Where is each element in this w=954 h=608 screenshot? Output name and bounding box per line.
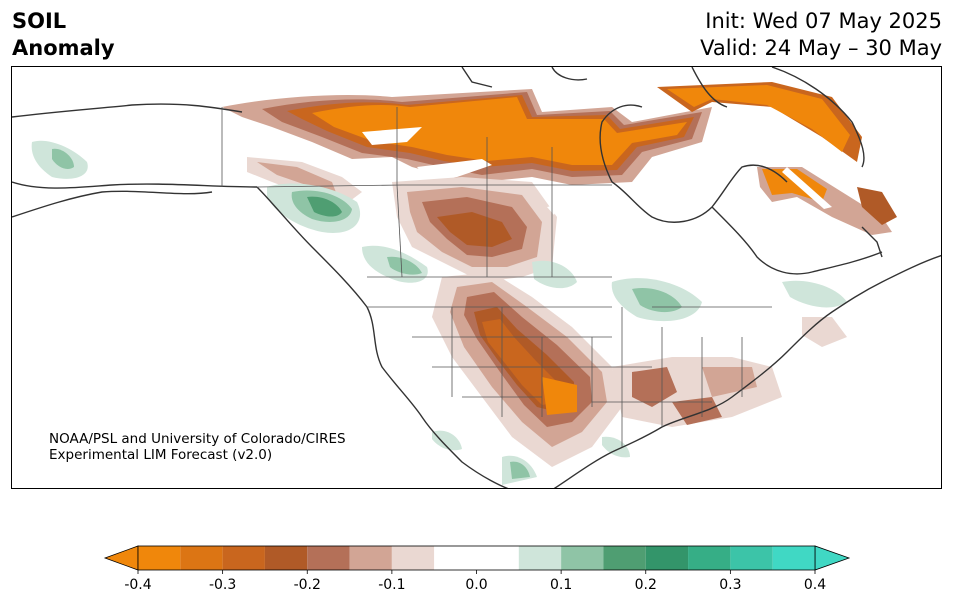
colorbar-segment — [688, 546, 731, 570]
colorbar-segment — [561, 546, 604, 570]
colorbar-segment — [434, 546, 519, 570]
forecast-map — [11, 66, 942, 489]
colorbar-tick-label: -0.4 — [124, 577, 152, 593]
colorbar-segment — [264, 546, 308, 570]
colorbar-tick-label: -0.1 — [378, 577, 406, 593]
anomaly-map-svg — [12, 67, 941, 488]
colorbar-segment — [518, 546, 562, 570]
init-date: Init: Wed 07 May 2025 — [705, 9, 942, 33]
colorbar-segment — [730, 546, 773, 570]
colorbar-segment — [772, 546, 815, 570]
colorbar-tick-label: -0.2 — [293, 577, 321, 593]
valid-range: Valid: 24 May – 30 May — [700, 36, 942, 60]
colorbar-segment — [138, 546, 181, 570]
colorbar-tick-label: 0.2 — [634, 577, 657, 593]
colorbar-segment — [603, 546, 646, 570]
title-block-right: Init: Wed 07 May 2025 Valid: 24 May – 30… — [700, 8, 942, 62]
credit-line-1: NOAA/PSL and University of Colorado/CIRE… — [49, 431, 346, 447]
title-block-left: SOIL Anomaly — [12, 8, 115, 62]
colorbar-tick-label: 0.3 — [719, 577, 742, 593]
colorbar-extend-min — [103, 545, 139, 571]
colorbar-tick-label: 0.1 — [549, 577, 573, 593]
colorbar-extend-max — [814, 545, 851, 571]
colorbar-tick-label: 0.4 — [803, 577, 827, 593]
credit-text: NOAA/PSL and University of Colorado/CIRE… — [49, 431, 346, 463]
colorbar-tick-label: 0.0 — [465, 577, 488, 593]
colorbar-segment — [180, 546, 223, 570]
colorbar-segment — [222, 546, 265, 570]
colorbar-segments — [103, 545, 851, 574]
political-boundaries — [221, 107, 772, 447]
coastlines — [12, 67, 941, 488]
ice-cutouts — [362, 127, 832, 215]
colorbar-tick-label: -0.3 — [208, 577, 237, 593]
variable-subtitle: Anomaly — [12, 36, 115, 60]
colorbar-segment — [307, 546, 350, 570]
colorbar-segment — [349, 546, 392, 570]
variable-title: SOIL — [12, 9, 67, 33]
colorbar-segment — [391, 546, 435, 570]
credit-line-2: Experimental LIM Forecast (v2.0) — [49, 447, 273, 463]
colorbar-segment — [645, 546, 689, 570]
